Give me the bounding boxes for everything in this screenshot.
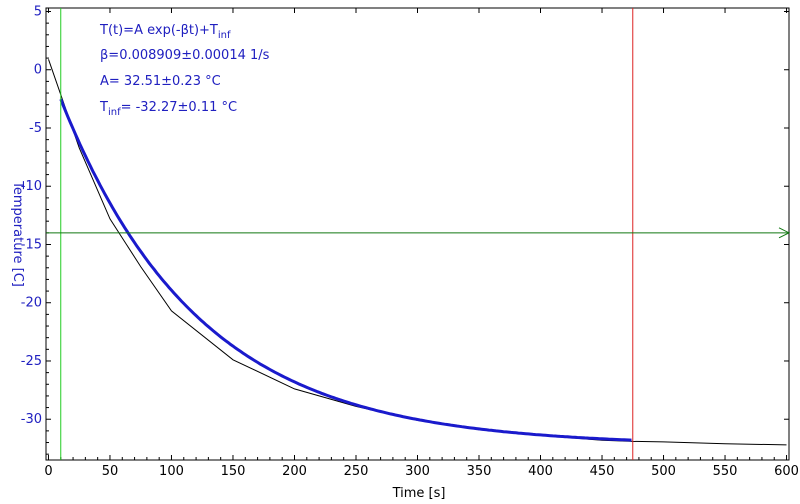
y-tick-label: 0 — [34, 63, 42, 78]
fit-curve-line — [59, 98, 632, 442]
x-tick-label: 400 — [528, 464, 553, 479]
y-tick-label: -25 — [21, 354, 42, 369]
x-axis: 0 50 100 150 200 250 300 350 400 450 500 550 600 — [44, 8, 799, 479]
plot-frame — [45, 7, 790, 461]
x-tick-label: 100 — [159, 464, 184, 479]
fit-tinf-main: T — [99, 100, 108, 115]
x-axis-title: Time [s] — [392, 486, 446, 501]
x-tick-label: 300 — [405, 464, 430, 479]
x-tick-label: 200 — [282, 464, 307, 479]
fit-formula-sub: inf — [218, 30, 231, 41]
y-tick-label: -15 — [21, 237, 42, 252]
fit-beta: β=0.008909±0.00014 1/s — [100, 48, 270, 63]
x-tick-label: 550 — [713, 464, 738, 479]
fit-formula: T(t)=A exp(-βt)+Tinf — [99, 23, 231, 41]
x-tick-label: 0 — [44, 464, 52, 479]
y-axis-title: Temperature [C] — [10, 180, 25, 287]
y-tick-label: -20 — [21, 296, 42, 311]
y-axis: 5 0 -5 -10 -15 -20 -25 -30 — [21, 4, 789, 455]
x-tick-label: 350 — [467, 464, 492, 479]
x-tick-label: 600 — [774, 464, 799, 479]
fit-a: A= 32.51±0.23 °C — [100, 74, 221, 89]
fit-tinf-sub: inf — [108, 107, 121, 118]
arrow-right-icon — [778, 227, 791, 239]
marker-layer — [46, 8, 791, 460]
series-layer — [48, 59, 787, 446]
y-tick-label: 5 — [34, 4, 42, 19]
x-tick-label: 250 — [344, 464, 369, 479]
y-tick-label: -10 — [21, 179, 42, 194]
fit-tinf: Tinf= -32.27±0.11 °C — [99, 100, 237, 118]
y-tick-label: -5 — [29, 121, 42, 136]
fit-formula-main: T(t)=A exp(-βt)+T — [99, 23, 218, 38]
y-tick-label: -30 — [21, 412, 42, 427]
fit-annotation: T(t)=A exp(-βt)+Tinf β=0.008909±0.00014 … — [99, 23, 270, 118]
x-tick-label: 500 — [651, 464, 676, 479]
fit-tinf-value: = -32.27±0.11 °C — [121, 100, 237, 115]
x-tick-label: 450 — [590, 464, 615, 479]
x-tick-label: 150 — [221, 464, 246, 479]
x-tick-label: 50 — [102, 464, 119, 479]
